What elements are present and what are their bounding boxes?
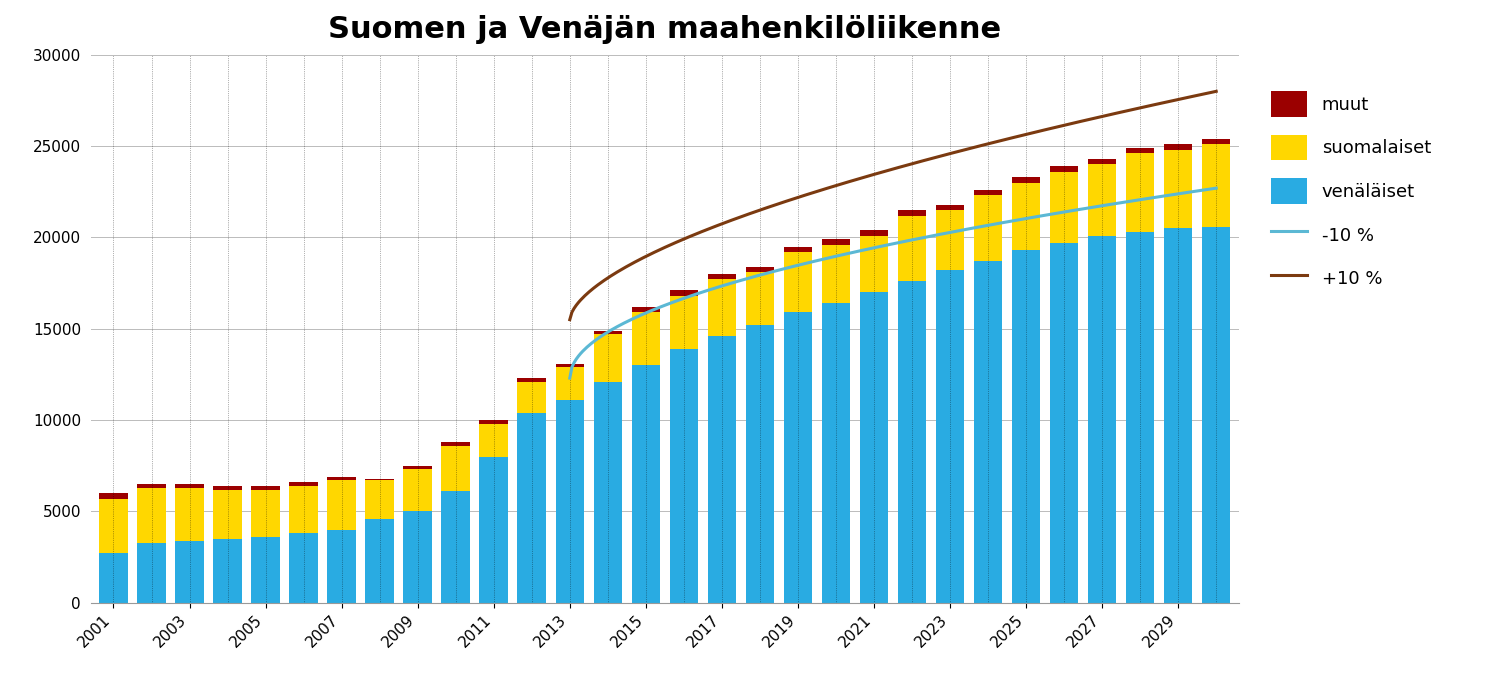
Bar (898, 282, 926, 603)
Bar (1126, 148, 1154, 153)
Bar (1088, 159, 1117, 164)
Bar (860, 230, 888, 236)
Bar (556, 400, 585, 603)
Bar (822, 239, 851, 245)
Bar (479, 457, 508, 603)
Bar (632, 307, 660, 312)
Bar (366, 519, 394, 603)
Bar (973, 195, 1002, 261)
Bar (784, 312, 813, 603)
Bar (784, 252, 813, 312)
Bar (1088, 236, 1117, 603)
Bar (441, 491, 470, 603)
Bar (517, 413, 545, 603)
Bar (1163, 145, 1192, 150)
Bar (1201, 139, 1230, 145)
Bar (138, 484, 166, 488)
Bar (973, 261, 1002, 603)
Bar (745, 325, 774, 603)
Bar (213, 486, 242, 490)
Bar (100, 553, 128, 603)
Bar (784, 247, 813, 252)
Bar (822, 245, 851, 303)
Bar (138, 488, 166, 543)
Bar (366, 479, 394, 480)
Bar (441, 442, 470, 446)
Bar (669, 290, 698, 296)
Bar (1201, 145, 1230, 227)
Bar (328, 530, 357, 603)
Bar (328, 477, 357, 480)
Bar (860, 236, 888, 292)
Bar (1050, 243, 1079, 603)
Bar (1012, 177, 1041, 183)
Bar (175, 488, 204, 540)
Bar (517, 378, 545, 382)
Bar (175, 484, 204, 488)
Bar (556, 364, 585, 367)
Bar (935, 205, 964, 210)
Bar (1163, 150, 1192, 228)
Bar (289, 486, 317, 534)
Bar (100, 493, 128, 499)
Bar (289, 482, 317, 486)
Bar (556, 367, 585, 400)
Bar (1201, 227, 1230, 603)
Bar (707, 274, 736, 279)
Bar (632, 312, 660, 365)
Bar (403, 466, 432, 469)
Bar (1126, 153, 1154, 232)
Bar (860, 292, 888, 603)
Bar (213, 490, 242, 539)
Bar (1126, 232, 1154, 603)
Bar (328, 480, 357, 530)
Bar (479, 424, 508, 457)
Bar (898, 210, 926, 216)
Bar (289, 534, 317, 603)
Bar (594, 382, 623, 603)
Bar (935, 271, 964, 603)
Bar (251, 486, 280, 490)
Bar (707, 336, 736, 603)
Bar (745, 266, 774, 272)
Bar (707, 279, 736, 336)
Bar (669, 296, 698, 349)
Bar (1050, 172, 1079, 243)
Bar (745, 272, 774, 325)
Bar (1163, 228, 1192, 603)
Bar (213, 539, 242, 603)
Bar (138, 543, 166, 603)
Bar (403, 512, 432, 603)
Bar (1088, 164, 1117, 236)
Bar (100, 499, 128, 553)
Bar (632, 365, 660, 603)
Bar (366, 480, 394, 519)
Bar (403, 469, 432, 512)
Bar (1012, 183, 1041, 250)
Bar (822, 303, 851, 603)
Bar (898, 216, 926, 282)
Bar (1050, 166, 1079, 172)
Bar (251, 490, 280, 537)
Bar (669, 349, 698, 603)
Bar (175, 540, 204, 603)
Bar (1012, 250, 1041, 603)
Bar (441, 446, 470, 491)
Bar (935, 210, 964, 271)
Bar (517, 382, 545, 413)
Bar (594, 331, 623, 334)
Bar (479, 420, 508, 424)
Bar (594, 334, 623, 382)
Legend: muut, suomalaiset, venäläiset, -10 %, +10 %: muut, suomalaiset, venäläiset, -10 %, +1… (1271, 91, 1431, 291)
Bar (973, 190, 1002, 195)
Bar (251, 537, 280, 603)
Title: Suomen ja Venäjän maahenkilöliikenne: Suomen ja Venäjän maahenkilöliikenne (328, 15, 1002, 44)
